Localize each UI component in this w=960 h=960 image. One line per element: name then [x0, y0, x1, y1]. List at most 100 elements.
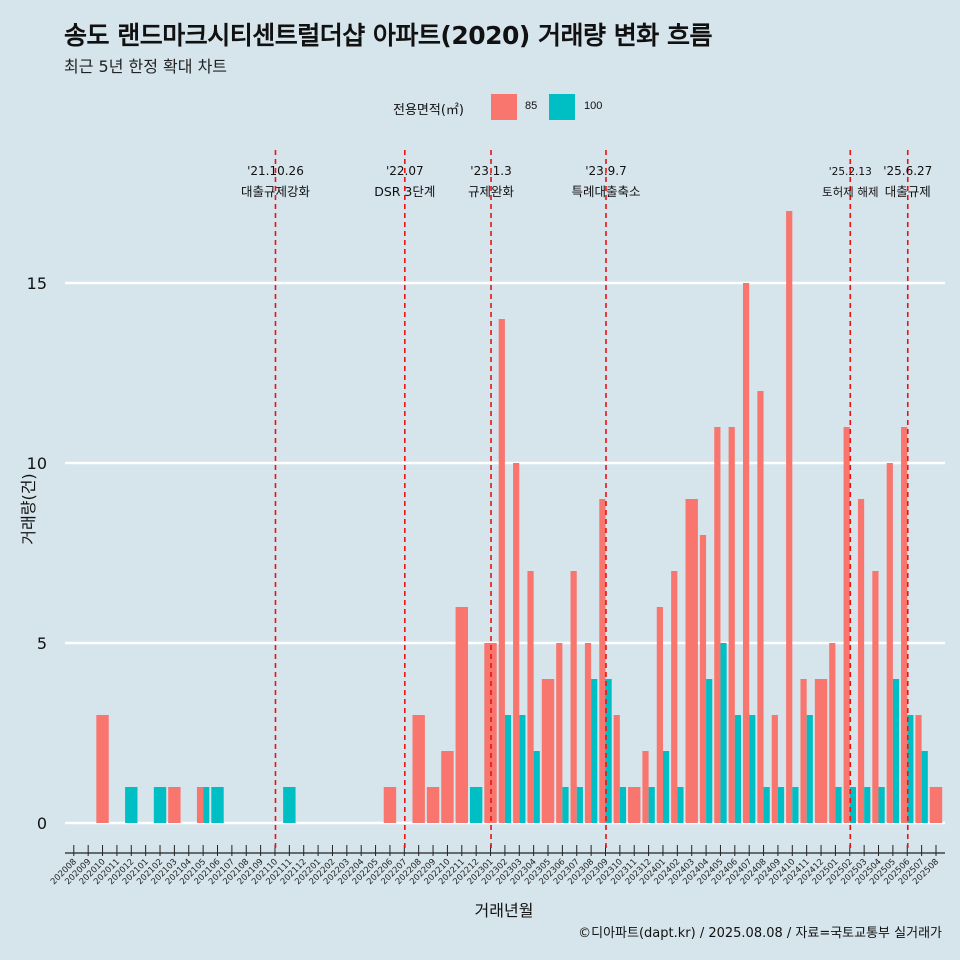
bar-85	[168, 787, 181, 823]
bar-85	[671, 571, 678, 823]
bar-85	[455, 607, 468, 823]
bar-85	[412, 715, 425, 823]
bar-85	[728, 427, 735, 823]
bar-85	[383, 787, 397, 823]
bar-85	[915, 715, 922, 823]
bar-85	[599, 499, 606, 823]
bar-85	[426, 787, 440, 823]
bar-100	[921, 751, 928, 823]
bar-100	[619, 787, 627, 823]
event-date: '23.9.7	[585, 164, 626, 178]
bar-100	[749, 715, 756, 823]
bar-85	[829, 643, 836, 823]
bar-100	[125, 787, 138, 823]
event-label: 대출규제강화	[241, 184, 311, 199]
y-tick-label: 0	[37, 814, 47, 833]
bar-100	[153, 787, 167, 823]
bar-100	[648, 787, 655, 823]
bar-100	[576, 787, 583, 823]
bar-100	[469, 787, 483, 823]
bar-85	[556, 643, 563, 823]
bar-100	[591, 679, 598, 823]
bar-85	[771, 715, 778, 823]
bar-85	[786, 211, 793, 823]
bar-85	[814, 679, 828, 823]
bar-85	[527, 571, 534, 823]
bar-85	[757, 391, 764, 823]
bar-85	[699, 535, 707, 823]
bar-85	[872, 571, 879, 823]
bar-85	[929, 787, 943, 823]
bar-85	[800, 679, 807, 823]
bar-100	[662, 751, 670, 823]
bar-100	[504, 715, 512, 823]
event-label: 특례대출축소	[571, 184, 640, 199]
event-label: 토허제 해제	[822, 185, 879, 199]
legend-key-85	[491, 94, 517, 120]
legend: 전용면적(㎡) 85 100	[0, 92, 960, 122]
y-tick-label: 10	[27, 454, 47, 473]
chart-title: 송도 랜드마크시티센트럴더샵 아파트(2020) 거래량 변화 흐름	[64, 21, 712, 50]
bar-100	[519, 715, 526, 823]
bar-85	[613, 715, 620, 823]
bar-85	[901, 427, 908, 823]
bar-85	[628, 787, 641, 823]
legend-key-100	[549, 94, 575, 120]
bar-100	[706, 679, 713, 823]
y-tick-label: 5	[37, 634, 47, 653]
bar-85	[742, 283, 750, 823]
bar-100	[677, 787, 684, 823]
legend-label-100: 100	[584, 100, 603, 112]
bar-100	[734, 715, 742, 823]
bar-85	[843, 427, 850, 823]
bar-100	[562, 787, 569, 823]
bar-100	[849, 787, 856, 823]
source-caption: ©디아파트(dapt.kr) / 2025.08.08 / 자료=국토교통부 실…	[578, 926, 942, 941]
event-date: '23.1.3	[470, 164, 511, 178]
event-label: DSR 3단계	[374, 184, 435, 199]
event-date: '21.10.26	[247, 164, 304, 178]
bar-85	[541, 679, 555, 823]
bar-85	[656, 607, 663, 823]
bar-100	[792, 787, 799, 823]
bar-85	[441, 751, 454, 823]
event-date: '22.07	[386, 164, 424, 178]
bar-85	[642, 751, 649, 823]
legend-title: 전용면적(㎡)	[393, 103, 464, 118]
event-label: 규제완화	[468, 184, 515, 199]
bar-100	[907, 715, 914, 823]
y-tick-label: 15	[27, 274, 47, 293]
bar-100	[835, 787, 842, 823]
bar-100	[763, 787, 770, 823]
bar-100	[605, 679, 612, 823]
bar-85	[886, 463, 893, 823]
bar-100	[283, 787, 296, 823]
event-label: 대출규제	[885, 184, 931, 199]
bar-85	[196, 787, 204, 823]
bar-100	[203, 787, 210, 823]
bar-100	[806, 715, 813, 823]
chart-subtitle: 최근 5년 한정 확대 차트	[64, 57, 228, 76]
bar-85	[513, 463, 520, 823]
bar-100	[864, 787, 871, 823]
event-date: '25.6.27	[883, 164, 932, 178]
bar-100	[720, 643, 727, 823]
x-axis-label: 거래년월	[474, 901, 534, 920]
bar-100	[878, 787, 885, 823]
bar-85	[584, 643, 592, 823]
bar-85	[714, 427, 721, 823]
bar-100	[211, 787, 224, 823]
event-date: '25.2.13	[829, 166, 872, 178]
bar-85	[570, 571, 577, 823]
bar-100	[777, 787, 785, 823]
legend-label-85: 85	[525, 100, 538, 112]
bar-85	[484, 643, 497, 823]
bar-85	[96, 715, 109, 823]
bar-85	[685, 499, 698, 823]
y-axis-label: 거래량(건)	[19, 473, 38, 545]
bar-100	[533, 751, 540, 823]
bar-100	[892, 679, 900, 823]
bar-85	[498, 319, 505, 823]
bar-85	[857, 499, 865, 823]
